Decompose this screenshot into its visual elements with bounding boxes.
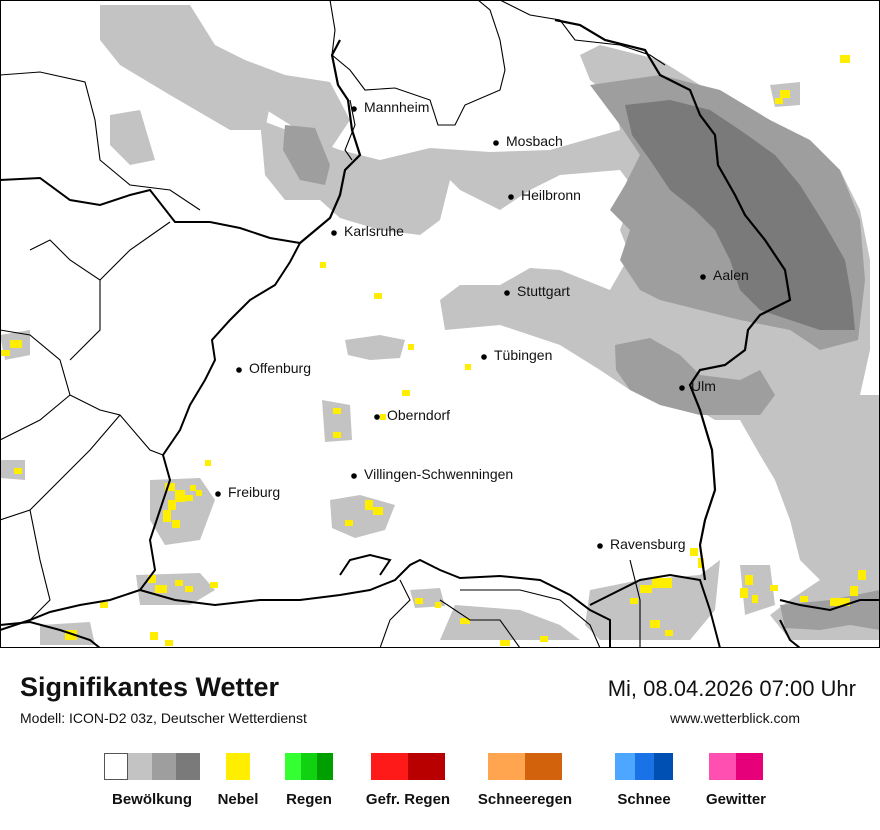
legend-swatches xyxy=(104,753,200,780)
district-borders xyxy=(0,0,666,648)
city-karlsruhe: Karlsruhe xyxy=(331,223,404,239)
legend-label: Regen xyxy=(286,791,332,808)
forecast-datetime: Mi, 08.04.2026 07:00 Uhr xyxy=(607,676,856,701)
legend-swatch xyxy=(176,753,200,780)
model-info: Modell: ICON-D2 03z, Deutscher Wetterdie… xyxy=(20,710,307,726)
legend-swatch xyxy=(285,753,301,780)
city-label: Heilbronn xyxy=(521,187,581,203)
legend-label: Schnee xyxy=(617,791,671,808)
legend-swatch xyxy=(635,753,654,780)
legend-swatch xyxy=(152,753,176,780)
legend-swatch xyxy=(226,753,250,780)
legend-swatch xyxy=(488,753,525,780)
legend-swatches xyxy=(709,753,763,780)
legend-swatch xyxy=(104,753,128,780)
city-ulm: Ulm xyxy=(679,378,716,394)
city-mosbach: Mosbach xyxy=(493,133,563,149)
legend-swatch xyxy=(654,753,673,780)
city-label: Ulm xyxy=(691,378,716,394)
legend-swatches xyxy=(488,753,562,780)
legend-swatch xyxy=(408,753,445,780)
legend: Bewölkung Nebel Regen Gefr. Regen xyxy=(0,753,880,823)
legend-swatch xyxy=(736,753,763,780)
legend-swatch xyxy=(128,753,152,780)
city-label: Offenburg xyxy=(249,360,311,376)
legend-label: Bewölkung xyxy=(111,791,193,808)
city-label: Mannheim xyxy=(364,99,429,115)
legend-item-schneeregen: Schneeregen xyxy=(478,753,572,808)
map-footer: Signifikantes Wetter Modell: ICON-D2 03z… xyxy=(0,648,880,830)
city-mannheim: Mannheim xyxy=(351,99,429,115)
legend-swatch xyxy=(301,753,317,780)
legend-swatches xyxy=(615,753,673,780)
legend-swatches xyxy=(226,753,250,780)
legend-label: Schneeregen xyxy=(477,791,573,808)
city-label: Stuttgart xyxy=(517,283,570,299)
country-borders xyxy=(0,176,880,648)
cloud-cover-dark xyxy=(625,100,855,330)
city-label: Karlsruhe xyxy=(344,223,404,239)
city-freiburg: Freiburg xyxy=(215,484,280,500)
legend-label: Gewitter xyxy=(705,791,767,808)
legend-item-schnee: Schnee xyxy=(615,753,673,808)
legend-swatch xyxy=(525,753,562,780)
city-markers: Mannheim Mosbach Heilbronn Karlsruhe Aal… xyxy=(215,99,749,552)
legend-swatch xyxy=(371,753,408,780)
legend-label: Nebel xyxy=(217,791,259,808)
city-label: Tübingen xyxy=(494,347,552,363)
city-ravensburg: Ravensburg xyxy=(597,536,686,552)
legend-swatch xyxy=(615,753,635,780)
legend-item-gewitter: Gewitter xyxy=(706,753,766,808)
legend-swatch xyxy=(317,753,333,780)
city-villingen-schwenningen: Villingen-Schwenningen xyxy=(351,466,513,482)
legend-item-regen: Regen xyxy=(285,753,333,808)
city-oberndorf: Oberndorf xyxy=(374,407,450,423)
legend-item-bewoelkung: Bewölkung xyxy=(104,753,200,808)
weather-map: Mannheim Mosbach Heilbronn Karlsruhe Aal… xyxy=(0,0,880,648)
city-label: Villingen-Schwenningen xyxy=(364,466,513,482)
legend-swatches xyxy=(285,753,333,780)
map-title: Signifikantes Wetter xyxy=(20,672,280,702)
map-canvas: Mannheim Mosbach Heilbronn Karlsruhe Aal… xyxy=(0,0,880,648)
website-link[interactable]: www.wetterblick.com xyxy=(670,710,800,726)
city-label: Freiburg xyxy=(228,484,280,500)
city-heilbronn: Heilbronn xyxy=(508,187,581,203)
city-label: Ravensburg xyxy=(610,536,686,552)
city-aalen: Aalen xyxy=(700,267,749,283)
fog-patches xyxy=(0,55,866,646)
legend-item-gefr-regen: Gefr. Regen xyxy=(366,753,450,808)
legend-swatches xyxy=(371,753,445,780)
legend-label: Gefr. Regen xyxy=(365,791,451,808)
state-border xyxy=(299,18,792,581)
city-label: Aalen xyxy=(713,267,749,283)
legend-item-nebel: Nebel xyxy=(218,753,258,808)
city-stuttgart: Stuttgart xyxy=(504,283,570,299)
city-offenburg: Offenburg xyxy=(236,360,311,376)
city-tuebingen: Tübingen xyxy=(481,347,552,363)
city-label: Oberndorf xyxy=(387,407,450,423)
city-label: Mosbach xyxy=(506,133,563,149)
legend-swatch xyxy=(709,753,736,780)
